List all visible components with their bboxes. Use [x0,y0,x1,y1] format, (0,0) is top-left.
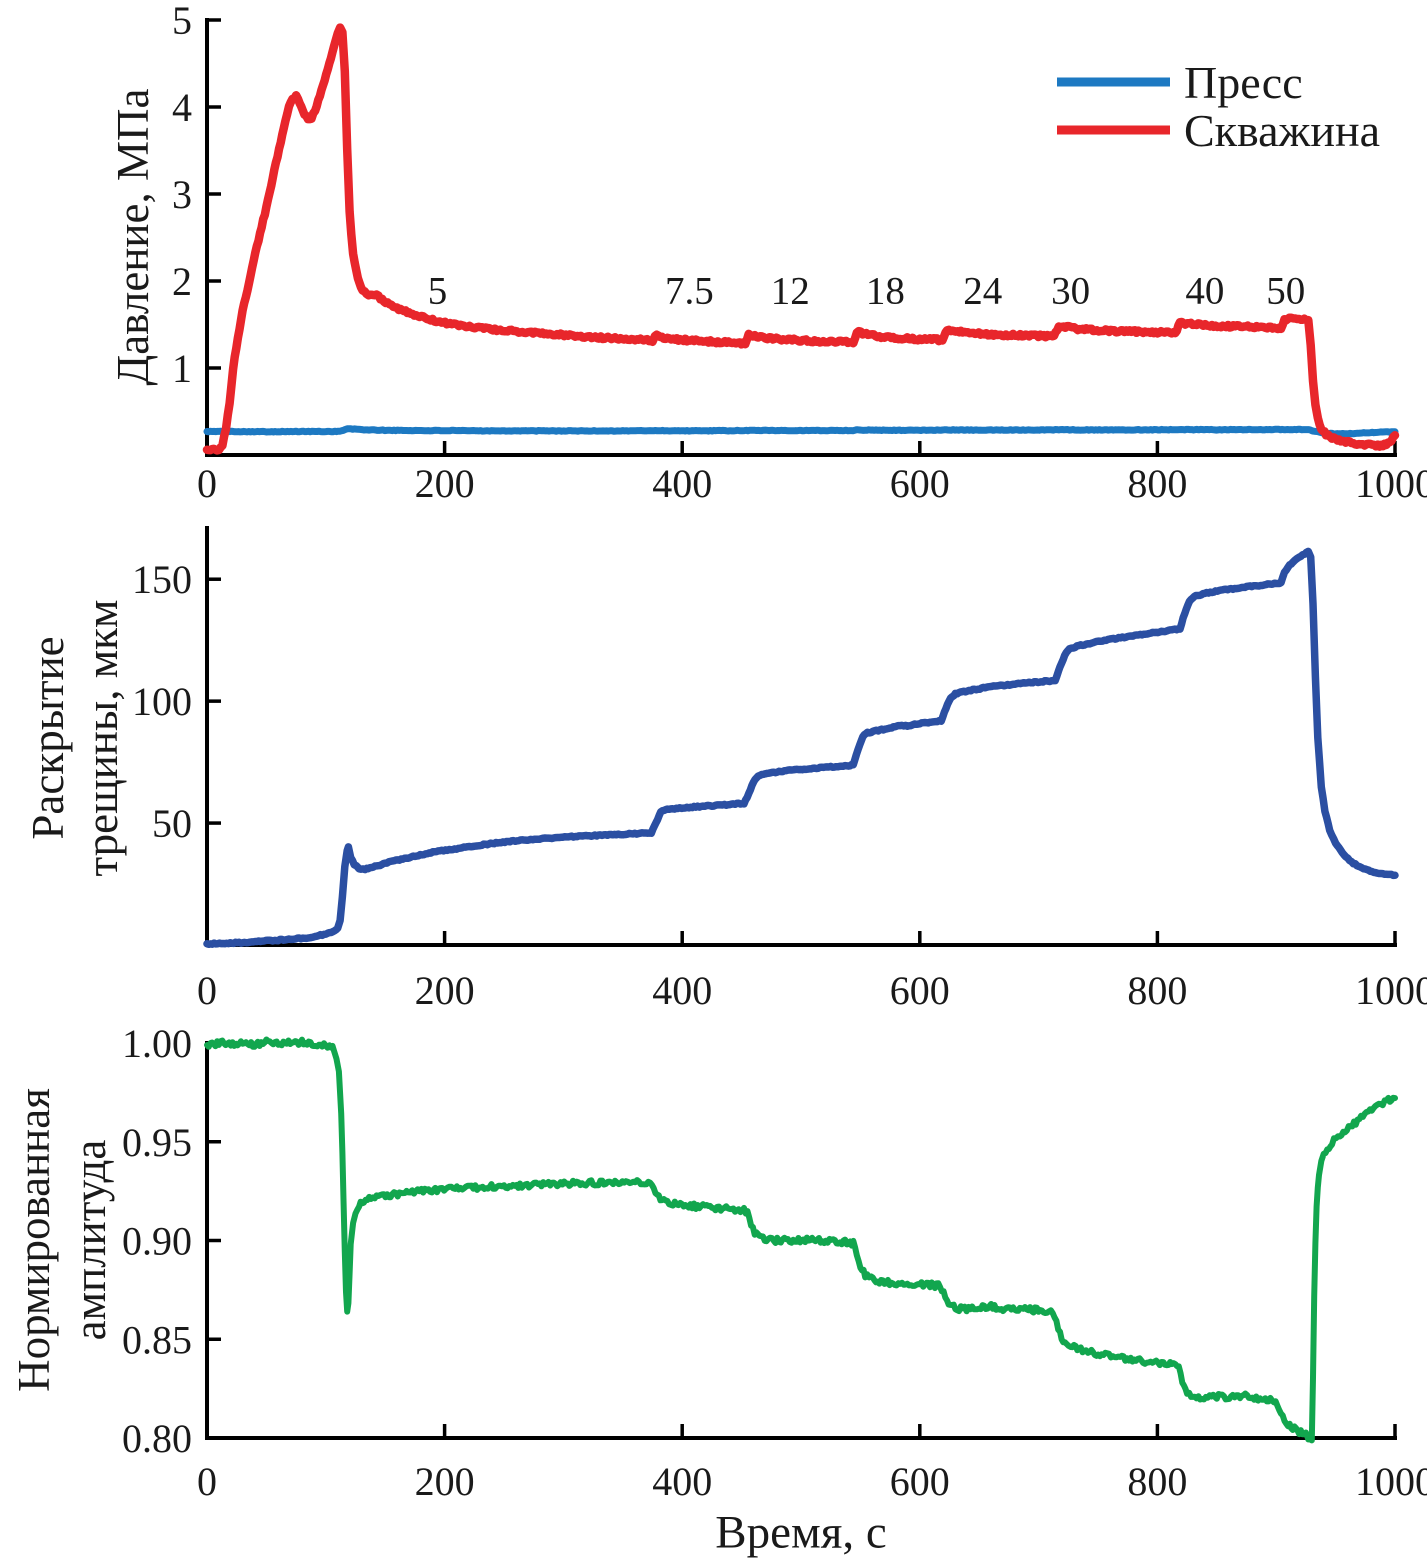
y-tick-label: 2 [172,259,192,304]
rate-annotation: 24 [963,269,1002,312]
y-tick-label: 1 [172,346,192,391]
x-tick-label: 200 [415,461,475,506]
x-tick-label: 200 [415,968,475,1010]
y-axis-label: амплитуда [65,1140,115,1341]
series-amplitude-curve [204,1036,1398,1444]
x-tick-label: 800 [1127,968,1187,1010]
y-tick-label: 3 [172,172,192,217]
y-axis-label: Раскрытие [23,636,73,839]
x-tick-label: 1000 [1355,1459,1427,1504]
x-tick-label: 400 [652,1459,712,1504]
rate-annotation: 30 [1051,269,1090,312]
legend-label-well: Скважина [1184,105,1380,156]
series-opening-curve [203,547,1399,949]
x-tick-label: 1000 [1355,461,1427,506]
series-press-curve [203,425,1399,438]
rate-annotation: 5 [428,269,448,312]
x-tick-label: 0 [197,1459,217,1504]
y-tick-label: 5 [172,0,192,43]
y-tick-label: 50 [152,801,192,846]
x-tick-label: 400 [652,968,712,1010]
y-axis-label: Давление, МПа [108,89,158,386]
rate-annotation: 40 [1185,269,1224,312]
rate-annotation: 12 [771,269,810,312]
rate-annotation: 18 [866,269,905,312]
x-tick-label: 0 [197,461,217,506]
x-tick-label: 400 [652,461,712,506]
x-tick-label: 1000 [1355,968,1427,1010]
x-tick-label: 800 [1127,461,1187,506]
y-tick-label: 0.85 [122,1317,192,1362]
y-tick-label: 1.00 [122,1021,192,1066]
x-axis-label: Время, с [715,1506,886,1558]
y-axis-label: Нормированная [9,1088,59,1392]
x-tick-label: 600 [890,1459,950,1504]
rate-annotation: 7.5 [665,269,714,312]
y-tick-label: 150 [132,557,192,602]
x-tick-label: 600 [890,461,950,506]
y-tick-label: 0.80 [122,1416,192,1461]
y-axis-label: трещины, мкм [77,599,127,876]
amplitude-chart: 0 200 400 600 800 1000 0.80 0.85 0.90 0.95 1.00 Нор… [9,1021,1427,1558]
legend-label-press: Пресс [1184,57,1303,108]
series-well-curve [202,23,1400,455]
y-tick-label: 0.95 [122,1120,192,1165]
rate-annotation: 50 [1266,269,1305,312]
crack-opening-chart: 0 200 400 600 800 1000 50 100 150 Раскрытие трещин… [23,526,1427,1010]
x-tick-label: 800 [1127,1459,1187,1504]
y-tick-label: 100 [132,679,192,724]
y-tick-label: 0.90 [122,1219,192,1264]
x-tick-label: 600 [890,968,950,1010]
y-tick-label: 4 [172,85,192,130]
x-tick-label: 200 [415,1459,475,1504]
x-tick-label: 0 [197,968,217,1010]
